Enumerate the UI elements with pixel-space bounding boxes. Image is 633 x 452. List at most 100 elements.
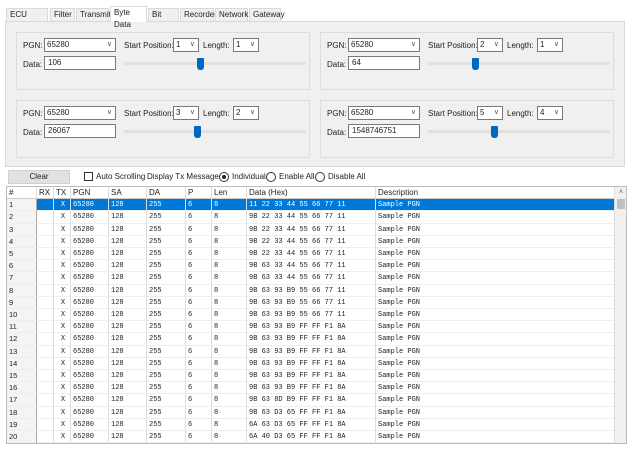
clear-button[interactable]: Clear bbox=[8, 170, 70, 184]
column-header[interactable]: SA bbox=[109, 187, 147, 199]
column-header[interactable]: P bbox=[186, 187, 212, 199]
start-position-select[interactable]: 5 ∨ bbox=[477, 106, 503, 120]
cell-p: 6 bbox=[186, 211, 212, 224]
start-position-select[interactable]: 1 ∨ bbox=[173, 38, 199, 52]
cell-description: Sample PGN bbox=[376, 431, 616, 443]
chevron-down-icon: ∨ bbox=[249, 109, 255, 116]
pgn-select[interactable]: 65280 ∨ bbox=[348, 38, 420, 52]
cell-pgn: 65280 bbox=[71, 260, 109, 273]
table-row[interactable]: 1 X 65280 128 255 6 8 11 22 33 44 55 66 77 11 Sa… bbox=[7, 199, 616, 212]
column-header[interactable]: Data (Hex) bbox=[247, 187, 376, 199]
data-slider-track[interactable] bbox=[124, 62, 306, 65]
cell-da: 255 bbox=[147, 309, 186, 322]
cell-p: 6 bbox=[186, 333, 212, 346]
cell-tx: X bbox=[54, 199, 71, 212]
tab-gateway[interactable]: Gateway bbox=[249, 8, 285, 21]
data-slider-thumb[interactable] bbox=[491, 126, 499, 138]
table-row[interactable]: 2 X 65280 128 255 6 8 9B 22 33 44 55 66 77 11 Sa… bbox=[7, 211, 616, 224]
radio-enable-all[interactable] bbox=[266, 172, 276, 182]
table-row[interactable]: 6 X 65280 128 255 6 8 9B 63 33 44 55 66 77 11 Sa… bbox=[7, 260, 616, 273]
table-row[interactable]: 5 X 65280 128 255 6 8 9B 22 33 44 55 66 77 11 Sa… bbox=[7, 248, 616, 261]
table-row[interactable]: 14 X 65280 128 255 6 8 9B 63 93 B9 FF FF F1 8A S… bbox=[7, 357, 616, 370]
cell-description: Sample PGN bbox=[376, 406, 616, 419]
cell-rx bbox=[37, 199, 54, 212]
table-row[interactable]: 12 X 65280 128 255 6 8 9B 63 93 B9 FF FF F1 8A S… bbox=[7, 333, 616, 346]
table-row[interactable]: 10 X 65280 128 255 6 8 9B 63 93 B9 55 66 77 11 S… bbox=[7, 309, 616, 322]
table-row[interactable]: 3 X 65280 128 255 6 8 9B 22 33 44 55 66 77 11 Sa… bbox=[7, 223, 616, 236]
column-header[interactable]: Len bbox=[212, 187, 247, 199]
cell-tx: X bbox=[54, 321, 71, 334]
start-position-label: Start Position: bbox=[428, 41, 478, 50]
tab-network[interactable]: Network bbox=[215, 8, 248, 21]
data-input[interactable]: 26067 bbox=[44, 124, 116, 138]
table-row[interactable]: 8 X 65280 128 255 6 8 9B 63 93 B9 55 66 77 11 Sa… bbox=[7, 284, 616, 297]
table-row[interactable]: 16 X 65280 128 255 6 8 9B 63 93 B9 FF FF F1 8A S… bbox=[7, 382, 616, 395]
start-position-select[interactable]: 3 ∨ bbox=[173, 106, 199, 120]
table-row[interactable]: 13 X 65280 128 255 6 8 9B 63 93 B9 FF FF F1 8A S… bbox=[7, 345, 616, 358]
table-row[interactable]: 20 X 65280 128 255 6 8 6A 40 D3 65 FF FF F1 8A S… bbox=[7, 431, 616, 443]
column-header[interactable]: DA bbox=[147, 187, 186, 199]
cell-index: 20 bbox=[7, 431, 37, 443]
data-input[interactable]: 64 bbox=[348, 56, 420, 70]
start-position-select[interactable]: 2 ∨ bbox=[477, 38, 503, 52]
table-row[interactable]: 4 X 65280 128 255 6 8 9B 22 33 44 55 66 77 11 Sa… bbox=[7, 235, 616, 248]
table-row[interactable]: 9 X 65280 128 255 6 8 9B 63 93 B9 55 66 77 11 Sa… bbox=[7, 296, 616, 309]
message-table: # RX TX PGN SA DA P Len Data (Hex) Description 1 X… bbox=[6, 186, 627, 444]
column-header[interactable]: TX bbox=[54, 187, 71, 199]
vertical-scrollbar[interactable]: ˄ bbox=[614, 187, 626, 443]
column-header[interactable]: Description bbox=[376, 187, 616, 199]
cell-sa: 128 bbox=[109, 333, 147, 346]
cell-index: 5 bbox=[7, 248, 37, 261]
pgn-select[interactable]: 65280 ∨ bbox=[44, 38, 116, 52]
length-select[interactable]: 2 ∨ bbox=[233, 106, 259, 120]
data-slider-thumb[interactable] bbox=[196, 58, 204, 70]
data-slider-thumb[interactable] bbox=[193, 126, 201, 138]
table-row[interactable]: 15 X 65280 128 255 6 8 9B 63 93 B9 FF FF F1 8A S… bbox=[7, 370, 616, 383]
column-header[interactable]: RX bbox=[37, 187, 54, 199]
cell-pgn: 65280 bbox=[71, 418, 109, 431]
data-slider-thumb[interactable] bbox=[471, 58, 479, 70]
length-select[interactable]: 1 ∨ bbox=[537, 38, 563, 52]
table-row[interactable]: 7 X 65280 128 255 6 8 9B 63 33 44 55 66 77 11 Sa… bbox=[7, 272, 616, 285]
cell-da: 255 bbox=[147, 382, 186, 395]
tab-transmit[interactable]: Transmit bbox=[76, 8, 111, 21]
data-slider-track[interactable] bbox=[124, 130, 306, 133]
pgn-select[interactable]: 65280 ∨ bbox=[44, 106, 116, 120]
cell-tx: X bbox=[54, 370, 71, 383]
pgn-select[interactable]: 65280 ∨ bbox=[348, 106, 420, 120]
length-select[interactable]: 4 ∨ bbox=[537, 106, 563, 120]
tab-recorder[interactable]: Recorder bbox=[180, 8, 217, 21]
cell-pgn: 65280 bbox=[71, 309, 109, 322]
scrollbar-thumb[interactable] bbox=[617, 199, 625, 209]
table-row[interactable]: 19 X 65280 128 255 6 8 6A 63 D3 65 FF FF F1 8A S… bbox=[7, 418, 616, 431]
byte-data-panel: PGN: 65280 ∨ Start Position: 3 ∨ Length: 2… bbox=[16, 100, 310, 158]
cell-da: 255 bbox=[147, 431, 186, 443]
column-header[interactable]: # bbox=[7, 187, 37, 199]
cell-da: 255 bbox=[147, 211, 186, 224]
data-slider-track[interactable] bbox=[428, 62, 610, 65]
cell-da: 255 bbox=[147, 272, 186, 285]
cell-len: 8 bbox=[212, 296, 247, 309]
radio-individual[interactable] bbox=[219, 172, 229, 182]
column-header[interactable]: PGN bbox=[71, 187, 109, 199]
tab-byte-data[interactable]: Byte Data bbox=[110, 6, 147, 29]
tab-bit-data[interactable]: Bit Data bbox=[148, 8, 179, 31]
cell-pgn: 65280 bbox=[71, 296, 109, 309]
length-select[interactable]: 1 ∨ bbox=[233, 38, 259, 52]
cell-data-hex-: 9B 63 93 B9 FF FF F1 8A bbox=[247, 321, 376, 334]
tab-filter[interactable]: Filter bbox=[50, 8, 75, 21]
table-row[interactable]: 17 X 65280 128 255 6 8 9B 63 8D B9 FF FF F1 8A S… bbox=[7, 394, 616, 407]
tab-ecu-setup[interactable]: ECU Setup bbox=[6, 8, 48, 31]
table-row[interactable]: 11 X 65280 128 255 6 8 9B 63 93 B9 FF FF F1 8A S… bbox=[7, 321, 616, 334]
cell-da: 255 bbox=[147, 248, 186, 261]
table-row[interactable]: 18 X 65280 128 255 6 8 9B 63 D3 65 FF FF F1 8A S… bbox=[7, 406, 616, 419]
radio-disable-all[interactable] bbox=[315, 172, 325, 182]
data-input[interactable]: 106 bbox=[44, 56, 116, 70]
cell-data-hex-: 9B 63 33 44 55 66 77 11 bbox=[247, 260, 376, 273]
start-position-value: 5 bbox=[480, 108, 485, 117]
data-input[interactable]: 1548746751 bbox=[348, 124, 420, 138]
scroll-up-icon[interactable]: ˄ bbox=[618, 189, 624, 196]
data-slider-track[interactable] bbox=[428, 130, 610, 133]
length-label: Length: bbox=[507, 41, 534, 50]
auto-scrolling-checkbox[interactable] bbox=[84, 172, 93, 181]
